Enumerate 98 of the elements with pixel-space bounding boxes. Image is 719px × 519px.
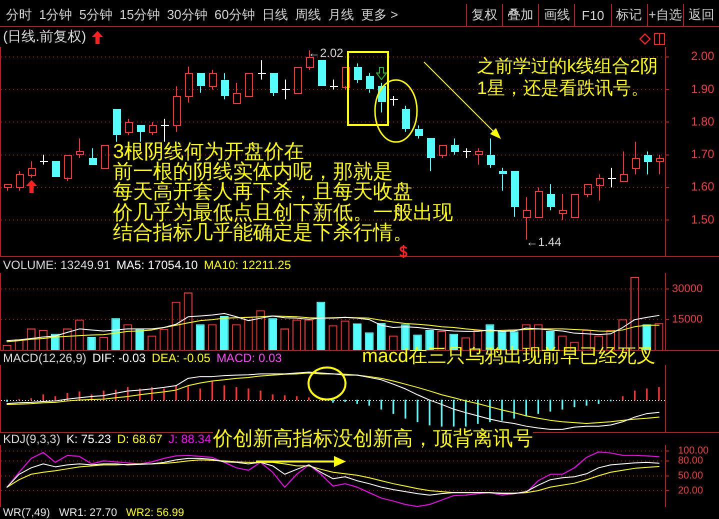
text: DIF: -0.03 [92,351,146,365]
text: WR1: 27.70 [59,507,118,519]
chart-title: VOLUME: 13249.91 [3,258,110,272]
candlestick [354,62,362,84]
candlestick [644,151,652,175]
candlestick [632,141,640,175]
bar [220,316,229,350]
candlestick [52,161,60,177]
text: 返回 [682,4,719,26]
annotation: ←2.02 [308,46,344,60]
candlestick [596,174,604,201]
text: 叠加 [502,4,538,26]
candlestick [559,193,567,221]
candlestick [282,79,290,100]
annotation: macd在三只乌鸦出现前早已经死叉 [362,346,656,367]
y-tick-label: 80.00 [678,456,704,467]
bar [268,318,277,350]
annotation: 每天高开套人再下杀，且每天收盘 [113,181,413,203]
candlestick [233,82,241,104]
candlestick [535,186,543,218]
bar [376,322,386,350]
candlestick [656,154,664,175]
text: +自选 [646,4,683,26]
candlestick [76,138,84,159]
text: 15分钟 [119,6,160,24]
candlestick [462,148,472,159]
candlestick [330,79,338,90]
text: 1分钟 [39,6,72,24]
bar [364,332,374,350]
y-tick-label: 1.50 [691,212,715,226]
text: 画线 [538,4,574,26]
annotation: ←1.44 [526,235,562,249]
candlestick [197,73,205,94]
candlestick [258,60,266,80]
candlestick [620,151,628,182]
y-tick-label: 1.70 [691,147,715,162]
text: F10 [574,4,611,26]
annotation: 结合指标几乎能确定是下杀行情。 [113,222,413,244]
text: MA10: 12211.25 [204,258,291,272]
text: 日线 [262,6,288,24]
text: 5分钟 [79,6,112,24]
candlestick [547,184,555,211]
text: MA5: 17054.10 [116,258,198,272]
chart-title: (日线.前复权) [3,28,86,46]
candlestick [160,118,170,142]
text: 60分钟 [214,6,255,24]
y-tick-label: 30000 [672,283,703,296]
candlestick [390,95,398,106]
candlestick [402,105,410,132]
series-label: D: 68.67 [117,432,162,446]
text: 分时 [6,6,32,24]
y-tick-label: 100.00 [678,446,710,457]
y-tick-label: 2.00 [691,49,715,64]
candlestick [608,167,616,188]
candlestick [28,160,36,178]
candlestick [366,72,374,94]
candlestick [487,138,495,168]
candlestick [270,73,278,96]
y-tick-label: 1.80 [691,114,715,128]
series-label: J: 88.34 [168,432,212,446]
annotation: 价创新高指标没创新高，顶背离讯号 [213,428,533,450]
y-tick-label: 15000 [672,314,703,326]
candlestick [185,66,193,104]
text: 复权 [466,4,502,26]
series-label: K: 75.23 [66,432,112,446]
bar [135,328,144,350]
text: 周线 [294,6,321,24]
text: WR(7,49) [3,507,50,519]
y-tick-label: 1.60 [691,180,715,194]
candlestick [221,72,229,100]
bar [196,324,205,350]
candlestick [427,138,435,172]
text: 更多 > [360,6,398,24]
series-label: DEA: -0.05 [152,351,210,365]
y-tick-label: 50.00 [678,470,704,482]
annotation: 之前学过的k线组合2阴 [477,55,658,77]
chart-title: KDJ(9,3,3) [3,432,60,446]
annotation: 1星，还是看跌讯号。 [477,77,650,99]
y-tick-label: 1.90 [691,82,715,96]
candlestick [499,167,507,192]
candlestick [89,148,97,165]
y-tick-label: 20.00 [678,485,704,496]
candlestick [40,154,48,166]
candlestick [451,138,459,156]
candlestick [475,148,483,166]
candlestick [113,109,121,142]
bar [111,318,120,350]
text: 月线 [328,6,354,24]
candlestick [173,86,181,132]
text: WR2: 56.99 [126,507,184,519]
bar [401,324,410,350]
text: 30分钟 [166,6,208,24]
chart-subtitle: MACD: 0.03 [216,351,282,365]
text: 标记 [610,4,647,26]
chart-title: MACD(12,26,9) [3,351,86,365]
bar [352,323,362,350]
candlestick [137,125,145,142]
bar [316,302,326,350]
